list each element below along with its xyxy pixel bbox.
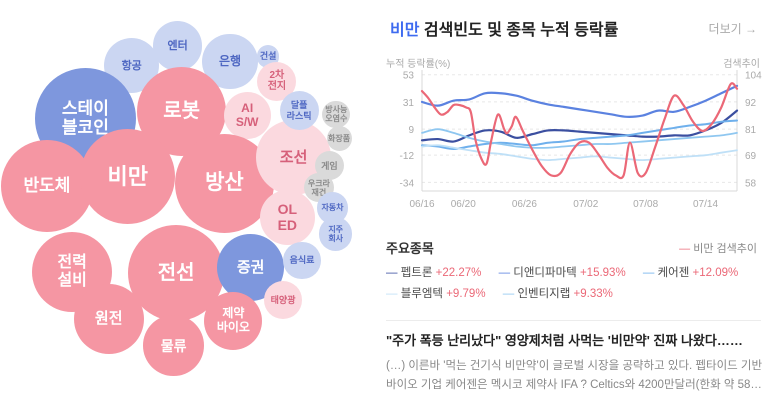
svg-text:92: 92 bbox=[745, 98, 757, 109]
svg-text:104: 104 bbox=[745, 71, 762, 82]
svg-text:06/26: 06/26 bbox=[512, 199, 537, 210]
svg-text:-12: -12 bbox=[400, 151, 415, 162]
svg-text:81: 81 bbox=[745, 125, 757, 136]
svg-text:53: 53 bbox=[403, 71, 415, 82]
svg-text:-34: -34 bbox=[400, 178, 415, 189]
svg-text:69: 69 bbox=[745, 151, 757, 162]
svg-text:07/02: 07/02 bbox=[573, 199, 598, 210]
svg-text:31: 31 bbox=[403, 98, 415, 109]
svg-text:58: 58 bbox=[745, 178, 757, 189]
svg-text:06/16: 06/16 bbox=[409, 199, 434, 210]
svg-text:06/20: 06/20 bbox=[451, 199, 476, 210]
svg-text:07/08: 07/08 bbox=[633, 199, 658, 210]
svg-text:07/14: 07/14 bbox=[693, 199, 718, 210]
svg-text:9: 9 bbox=[408, 125, 414, 136]
